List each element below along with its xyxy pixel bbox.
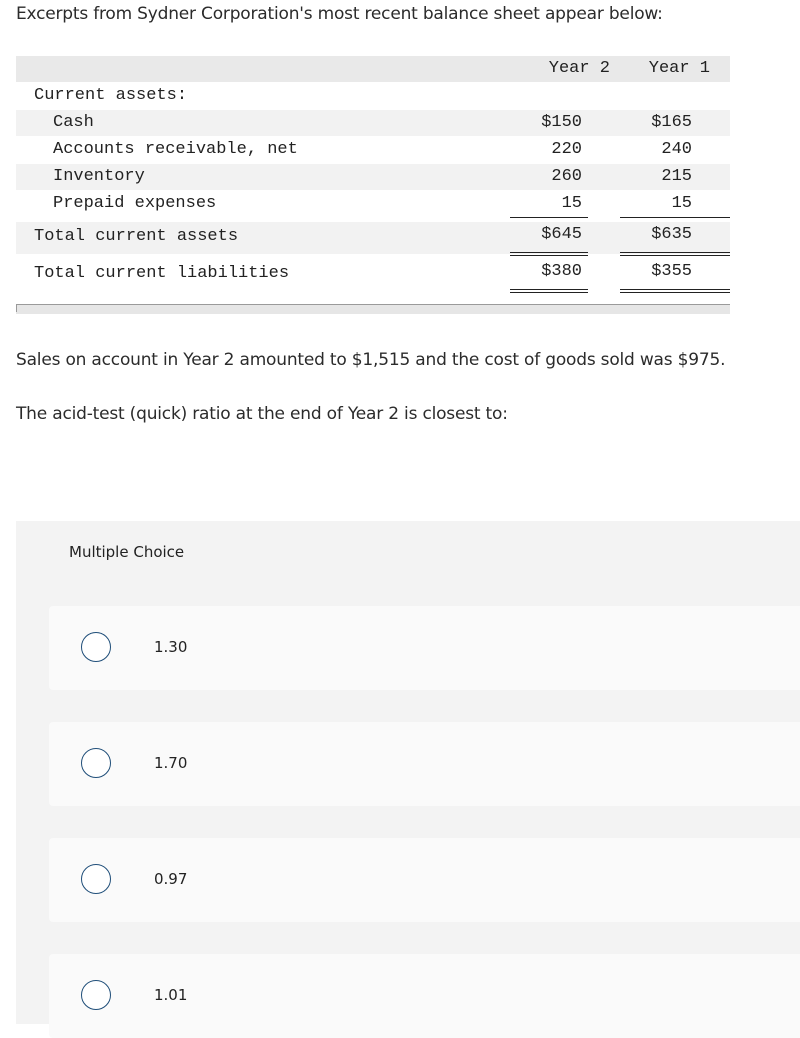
total-rule-year-1-double [620,255,730,256]
balance-sheet-table: Year 2 Year 1 Current assets: Cash $150 … [16,56,730,314]
choice-option[interactable]: 0.97 [49,838,800,922]
total-rule-year-2-double [510,255,588,256]
total-current-liabilities-year-1: $355 [651,262,692,281]
liabilities-rule-year-1-double [620,292,730,293]
total-rule-year-2 [510,252,588,253]
prepaid-expenses-year-1: 15 [671,194,692,213]
liabilities-rule-year-1 [620,289,730,290]
row-label-inventory: Inventory [53,167,145,186]
table-bottom-bar [16,304,730,314]
liabilities-rule-year-2-double [510,292,588,293]
cash-year-2: $150 [541,113,582,132]
header-year-1: Year 1 [648,59,710,78]
multiple-choice-title: Multiple Choice [69,543,185,561]
total-current-assets-label: Total current assets [34,227,239,246]
inventory-year-2: 260 [551,167,582,186]
liabilities-rule-year-2 [510,289,588,290]
total-current-liabilities-year-2: $380 [541,262,582,281]
total-current-assets-year-2: $645 [541,225,582,244]
radio-button[interactable] [81,632,111,662]
radio-button[interactable] [81,864,111,894]
question-prompt: The acid-test (quick) ratio at the end o… [16,404,508,424]
accounts-receivable-year-2: 220 [551,140,582,159]
choice-label: 0.97 [154,870,188,888]
choice-option[interactable]: 1.01 [49,954,800,1038]
table-header-row [16,56,730,82]
multiple-choice-panel: Multiple Choice 1.30 1.70 0.97 1.01 [16,521,800,1038]
intro-text: Excerpts from Sydner Corporation's most … [16,4,663,24]
table-row [16,222,730,254]
choice-option[interactable]: 1.30 [49,606,800,690]
row-label-prepaid-expenses: Prepaid expenses [53,194,217,213]
table-row [16,164,730,190]
row-label-cash: Cash [53,113,94,132]
table-row [16,110,730,136]
choice-label: 1.30 [154,638,188,656]
table-bottom-tick [16,304,17,312]
choice-label: 1.01 [154,986,188,1004]
total-current-assets-year-1: $635 [651,225,692,244]
question-context: Sales on account in Year 2 amounted to $… [16,350,726,370]
total-current-liabilities-label: Total current liabilities [34,264,290,283]
total-rule-year-1 [620,252,730,253]
row-label-accounts-receivable: Accounts receivable, net [53,140,298,159]
subtotal-rule-year-1 [620,217,730,218]
accounts-receivable-year-1: 240 [661,140,692,159]
prepaid-expenses-year-2: 15 [561,194,582,213]
radio-button[interactable] [81,980,111,1010]
choice-option[interactable]: 1.70 [49,722,800,806]
cash-year-1: $165 [651,113,692,132]
choice-label: 1.70 [154,754,188,772]
section-label-current-assets: Current assets: [34,86,188,105]
radio-button[interactable] [81,748,111,778]
header-year-2: Year 2 [548,59,610,78]
inventory-year-1: 215 [661,167,692,186]
subtotal-rule-year-2 [510,217,588,218]
